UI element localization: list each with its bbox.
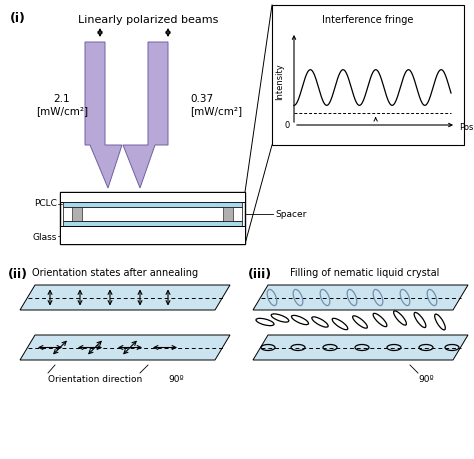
Text: Orientation direction: Orientation direction bbox=[48, 375, 142, 384]
Text: 0: 0 bbox=[285, 121, 290, 129]
Text: (iii): (iii) bbox=[248, 268, 272, 281]
Text: 0.37
[mW/cm²]: 0.37 [mW/cm²] bbox=[190, 94, 242, 116]
Polygon shape bbox=[253, 285, 468, 310]
Bar bbox=[63, 221, 242, 226]
Bar bbox=[60, 192, 245, 244]
Polygon shape bbox=[123, 42, 168, 188]
Text: 90º: 90º bbox=[168, 375, 183, 384]
Bar bbox=[63, 202, 242, 207]
Text: Spacer: Spacer bbox=[275, 209, 306, 218]
Text: 2.1
[mW/cm²]: 2.1 [mW/cm²] bbox=[36, 94, 88, 116]
Text: Glass: Glass bbox=[33, 233, 57, 241]
Text: 90º: 90º bbox=[418, 375, 434, 384]
Bar bbox=[60, 226, 245, 244]
Text: Interference fringe: Interference fringe bbox=[322, 15, 414, 25]
Text: (i): (i) bbox=[10, 12, 26, 25]
Text: Filling of nematic liquid crystal: Filling of nematic liquid crystal bbox=[290, 268, 440, 278]
Polygon shape bbox=[253, 335, 468, 360]
Bar bbox=[60, 192, 245, 202]
Bar bbox=[223, 207, 233, 221]
Text: (ii): (ii) bbox=[8, 268, 28, 281]
Bar bbox=[272, 5, 464, 145]
Bar bbox=[72, 207, 82, 221]
Text: Linearly polarized beams: Linearly polarized beams bbox=[78, 15, 218, 25]
Text: Orientation states after annealing: Orientation states after annealing bbox=[32, 268, 198, 278]
Bar bbox=[63, 207, 242, 221]
Text: PCLC: PCLC bbox=[34, 200, 57, 208]
Polygon shape bbox=[20, 335, 230, 360]
Polygon shape bbox=[20, 285, 230, 310]
Text: Intensity: Intensity bbox=[275, 64, 284, 101]
Text: Position: Position bbox=[459, 123, 474, 131]
Polygon shape bbox=[85, 42, 122, 188]
